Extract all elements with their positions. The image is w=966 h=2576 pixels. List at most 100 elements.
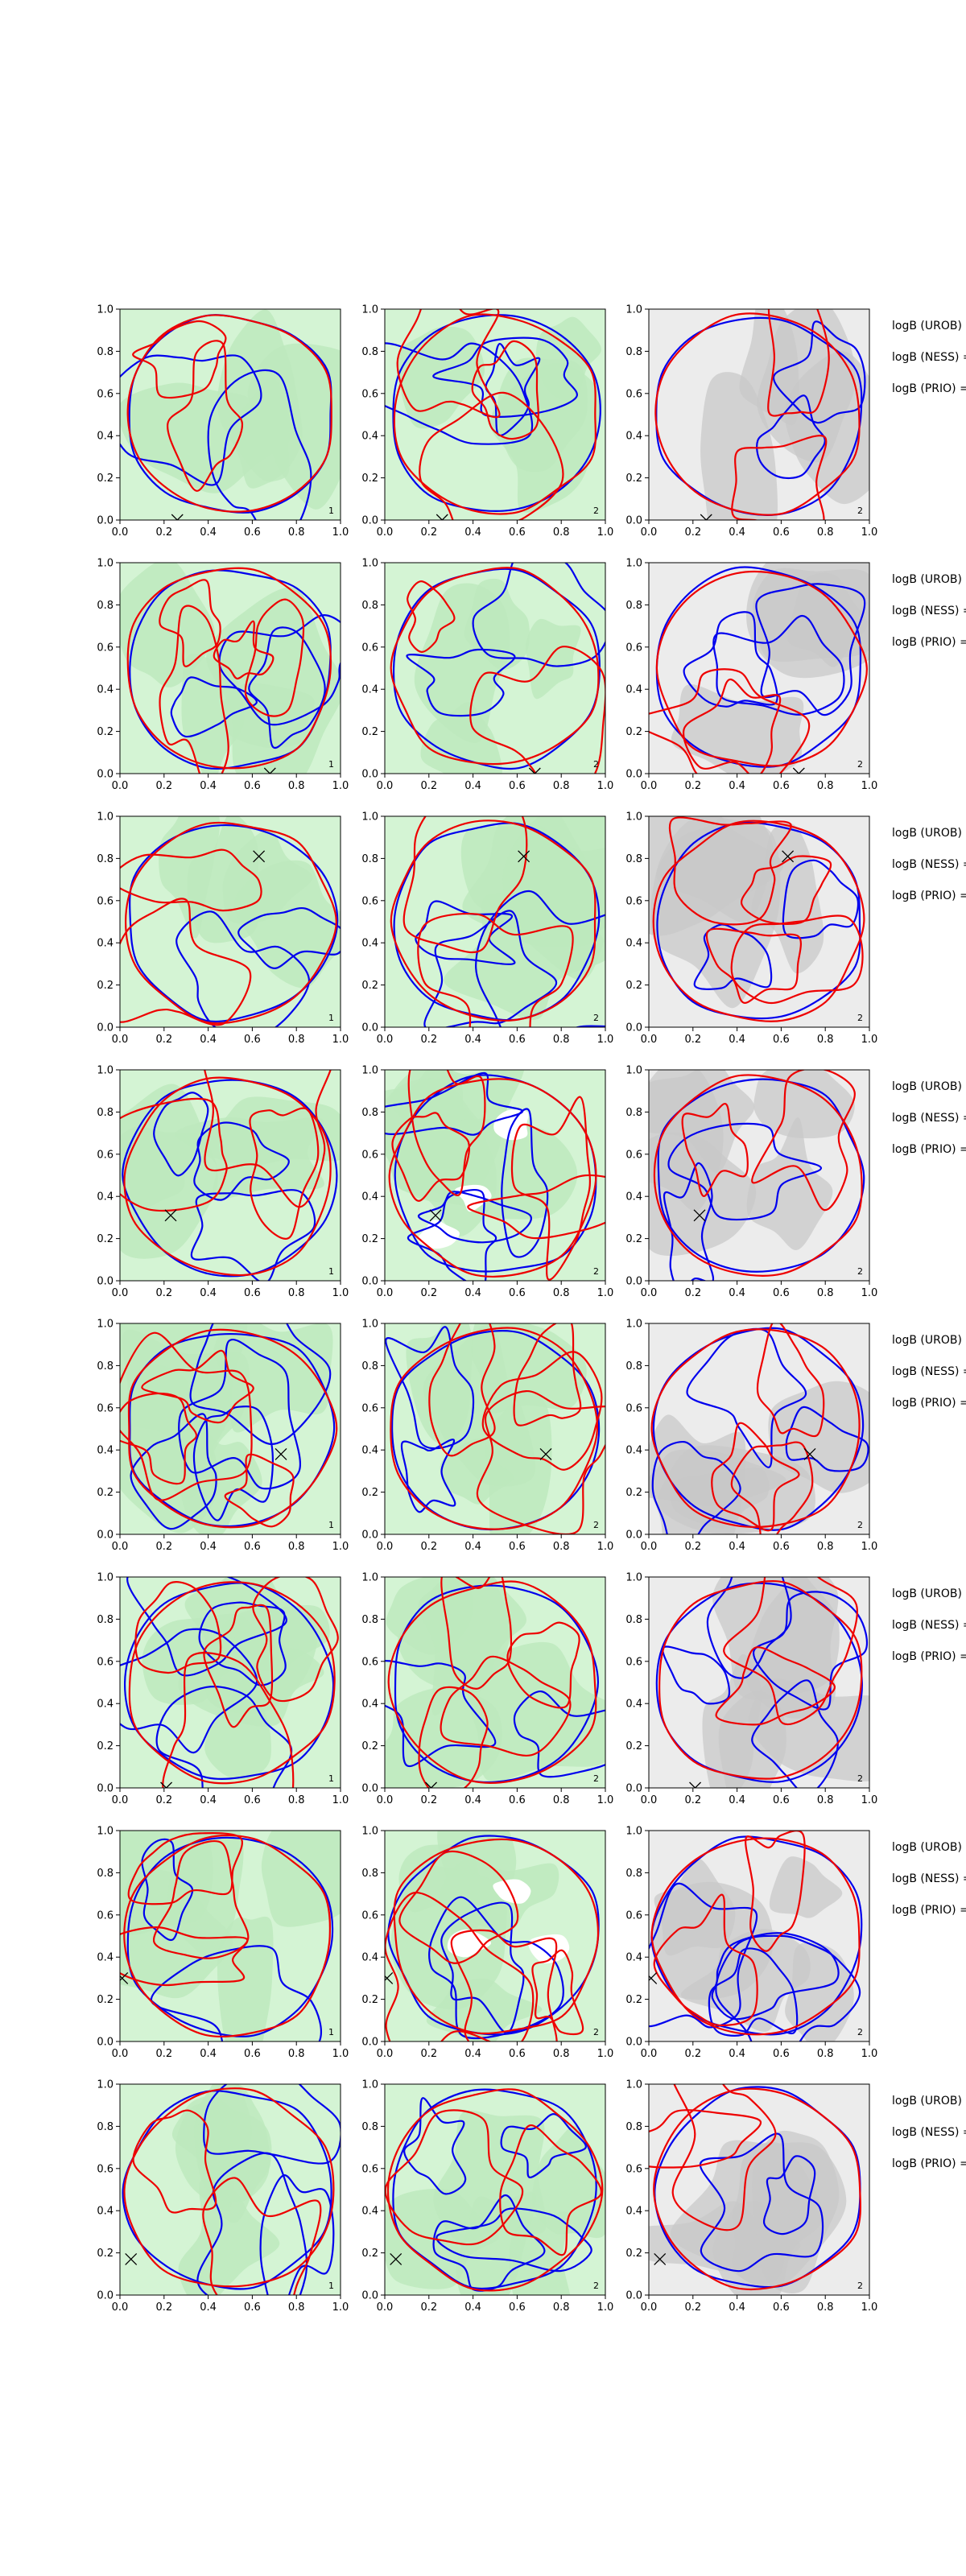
x-tick-label: 0.2: [684, 526, 701, 539]
x-tick-label: 0.8: [817, 1034, 834, 1046]
x-tick-label: 0.6: [773, 526, 790, 539]
corner-label: 2: [857, 2027, 863, 2037]
x-tick-label: 0.8: [817, 1794, 834, 1806]
y-tick-label: 0.6: [97, 2163, 114, 2175]
red-contour: [126, 314, 332, 513]
blue-contour: [175, 910, 310, 1027]
x-tick-label: 0.2: [684, 1541, 701, 1553]
panel-r7-c2: 2 0.0 0.2 0.4 0.6 0.8 1.0 0.0 0.2 0.4 0.6 0.8 1.0: [361, 1826, 613, 2061]
y-tick-label: 1.0: [361, 1572, 378, 1584]
red-contour: [387, 1580, 597, 1784]
corner-label: 1: [328, 759, 334, 770]
y-tick-label: 0.4: [625, 1952, 642, 1964]
y-tick-label: 1.0: [361, 1826, 378, 1838]
red-contour: [390, 819, 597, 1022]
y-tick-label: 1.0: [625, 1572, 642, 1584]
x-tick-label: 0.2: [420, 1287, 437, 1299]
marker-x-stroke: [171, 514, 179, 520]
y-tick-label: 0.0: [625, 1530, 642, 1542]
filled-region: [681, 1929, 811, 2033]
panel-frame: [119, 1069, 341, 1282]
x-tick-label: 0.8: [553, 2048, 570, 2060]
filled-region: [406, 1323, 473, 1444]
x-tick-label: 1.0: [332, 526, 349, 539]
y-tick-label: 0.8: [625, 1614, 642, 1626]
marker-x-stroke: [436, 514, 444, 520]
y-tick-label: 0.4: [625, 2206, 642, 2218]
filled-region: [261, 1831, 341, 1927]
y-tick-label: 0.2: [97, 1233, 114, 1245]
red-contour: [120, 1392, 198, 1485]
x-tick-label: 0.6: [773, 1287, 790, 1299]
filled-region: [671, 684, 804, 774]
blue-contour: [751, 1679, 839, 1788]
logb-label: logB (PRIO) =: [892, 1143, 966, 1156]
y-tick-label: 0.8: [625, 1107, 642, 1119]
x-tick-label: 0.0: [112, 526, 129, 539]
x-tick-label: 0.6: [773, 1034, 790, 1046]
x-tick-label: 0.2: [684, 1034, 701, 1046]
plot-area: [649, 1831, 869, 2041]
panel-frame: [648, 815, 870, 1028]
red-contour: [654, 312, 861, 516]
corner-label: 2: [857, 1266, 863, 1277]
x-tick-label: 0.4: [200, 1287, 217, 1299]
red-contour: [141, 1349, 254, 1424]
panel-frame: [384, 2083, 606, 2296]
x-tick-label: 1.0: [597, 1541, 614, 1553]
x-tick-label: 0.0: [641, 1287, 658, 1299]
filled-region: [120, 1126, 200, 1212]
y-tick-label: 0.8: [625, 600, 642, 612]
y-tick-label: 0.2: [361, 1487, 378, 1499]
marker-x-stroke: [700, 514, 708, 520]
y-tick-label: 1.0: [361, 558, 378, 570]
blue-contour: [141, 1838, 194, 1942]
blue-contour: [432, 2194, 546, 2292]
x-tick-label: 1.0: [597, 1034, 614, 1046]
plot-area: [649, 563, 869, 774]
red-contour: [120, 898, 252, 1026]
x-tick-label: 0.4: [729, 1034, 745, 1046]
corner-label: 2: [593, 759, 599, 770]
panel-frame: [119, 815, 341, 1028]
y-tick-label: 0.0: [625, 2037, 642, 2049]
red-contour: [481, 1351, 603, 1471]
y-tick-label: 0.8: [361, 1360, 378, 1373]
panel-r5-c2: 2 0.0 0.2 0.4 0.6 0.8 1.0 0.0 0.2 0.4 0.6 0.8 1.0: [361, 1319, 614, 1554]
red-contour: [244, 598, 305, 717]
y-tick-label: 1.0: [97, 1826, 114, 1838]
x-tick-label: 0.2: [420, 526, 437, 539]
y-tick-label: 0.2: [97, 1487, 114, 1499]
panel-frame: [384, 815, 606, 1028]
filled-region: [746, 1117, 833, 1250]
y-tick-label: 0.8: [361, 2121, 378, 2133]
y-tick-label: 0.2: [625, 2248, 642, 2260]
red-contour: [204, 1070, 332, 1208]
x-tick-label: 0.8: [553, 1794, 570, 1806]
filled-region: [120, 563, 216, 687]
red-contour: [418, 1686, 489, 1788]
red-contour: [653, 1893, 758, 2027]
corner-label: 1: [328, 1013, 334, 1023]
x-tick-label: 0.0: [377, 1034, 394, 1046]
marker-x-stroke: [425, 1781, 432, 1788]
filled-region: [649, 1070, 724, 1212]
logb-label: logB (PRIO) =: [892, 890, 966, 902]
corner-label: 2: [593, 1773, 599, 1784]
marker-x-stroke: [164, 1209, 177, 1222]
red-contour: [159, 579, 221, 667]
x-tick-label: 0.6: [773, 2048, 790, 2060]
blue-contour: [651, 1440, 741, 1534]
marker-x-stroke: [385, 1971, 394, 1982]
plot-area: [120, 1831, 341, 2041]
red-contour: [162, 1652, 295, 1788]
red-contour: [407, 1070, 486, 1196]
red-contour: [649, 2109, 762, 2169]
marker-x: [160, 1781, 172, 1788]
y-tick-label: 0.4: [361, 938, 378, 950]
x-tick-label: 1.0: [332, 2048, 349, 2060]
red-contour: [428, 1323, 496, 1457]
x-tick-label: 1.0: [597, 1794, 614, 1806]
y-tick-label: 0.8: [97, 1360, 114, 1373]
x-tick-label: 1.0: [861, 1794, 878, 1806]
